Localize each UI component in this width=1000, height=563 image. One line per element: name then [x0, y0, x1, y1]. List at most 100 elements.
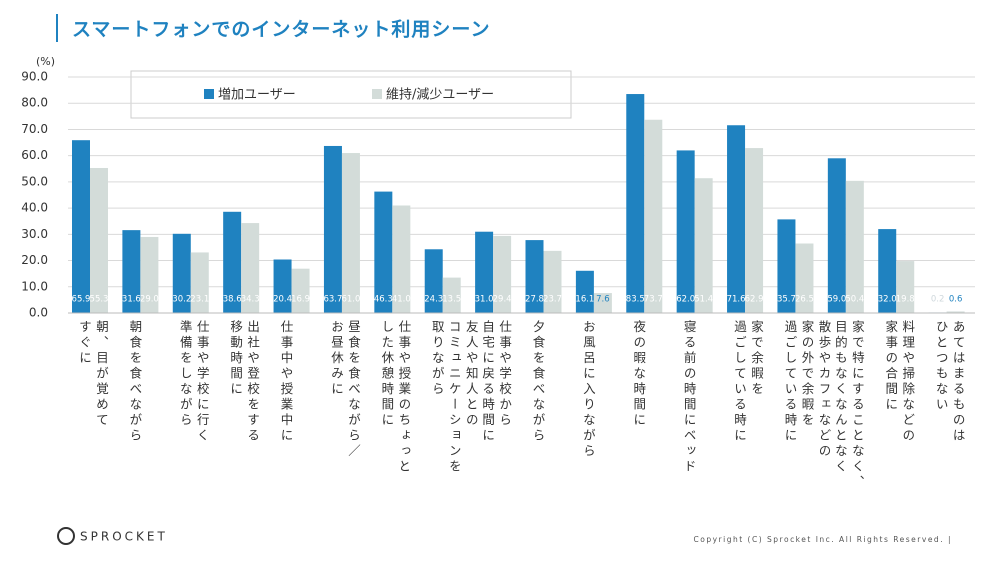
- x-tick-label: 昼食を食べながら／ お昼休みに: [328, 320, 361, 460]
- value-label: 35.7: [777, 295, 796, 305]
- x-tick-label: 朝食を食べながら: [127, 320, 143, 444]
- x-tick-label: 出社や登校をする 移動時間に: [228, 320, 261, 444]
- copyright: Copyright (C) Sprocket Inc. All Rights R…: [694, 535, 952, 544]
- bar: [896, 261, 915, 313]
- value-label: 41.0: [392, 295, 411, 305]
- bar: [291, 268, 310, 313]
- bar: [493, 235, 512, 313]
- value-label: 0.6: [949, 295, 963, 305]
- bar: [323, 145, 342, 313]
- value-label: 55.3: [90, 295, 109, 305]
- x-tick-label: 友人や知人との コミュニケーションを 取りながら: [429, 320, 479, 475]
- value-label: 46.3: [374, 295, 393, 305]
- bar: [727, 125, 746, 313]
- legend-label: 増加ユーザー: [218, 88, 296, 103]
- value-label: 13.5: [442, 295, 461, 305]
- bar: [223, 211, 242, 313]
- bar: [140, 236, 159, 313]
- y-tick-label: 90.0: [21, 70, 48, 84]
- value-label: 19.8: [896, 295, 915, 305]
- bar: [745, 148, 764, 313]
- bar: [475, 231, 494, 313]
- bar: [72, 140, 90, 313]
- logo-text: SPROCKET: [80, 530, 168, 544]
- value-label: 0.2: [931, 295, 945, 305]
- bar: [172, 233, 191, 313]
- x-tick-label: 仕事や学校から 自宅に戻る時間に: [480, 320, 513, 444]
- bar: [694, 178, 713, 313]
- value-label: 73.7: [644, 295, 663, 305]
- logo: SPROCKET: [57, 527, 168, 545]
- bar: [90, 167, 108, 313]
- x-tick-label: 夜の暇な時間に: [631, 320, 647, 429]
- value-label: 26.5: [795, 295, 814, 305]
- value-label: 34.3: [241, 295, 260, 305]
- y-tick-label: 80.0: [21, 96, 48, 110]
- x-tick-label: 寝る前の時間にベッド: [681, 320, 697, 475]
- title: スマートフォンでのインターネット利用シーン: [72, 19, 490, 41]
- value-label: 50.4: [845, 295, 864, 305]
- bar: [341, 153, 360, 313]
- bar: [374, 191, 393, 313]
- value-label: 83.5: [626, 295, 645, 305]
- value-label: 71.6: [727, 295, 746, 305]
- x-tick-label: 仕事中や授業中に: [278, 320, 294, 444]
- value-label: 31.6: [122, 295, 141, 305]
- bar: [392, 205, 411, 313]
- y-tick-label: 60.0: [21, 148, 48, 162]
- x-tick-label: 朝、目が覚めて すぐに: [77, 320, 109, 429]
- legend-swatch: [204, 89, 214, 99]
- bar: [878, 229, 897, 313]
- bar: [845, 180, 864, 313]
- value-label: 63.7: [323, 295, 342, 305]
- x-tick-label: 散歩やカフェなどの 家の外で余暇を 過ごしている時に: [782, 320, 832, 460]
- bar: [575, 270, 594, 313]
- legend-box: [130, 70, 572, 119]
- y-tick-label: 40.0: [21, 201, 48, 215]
- value-label: 29.0: [140, 295, 159, 305]
- bar: [827, 158, 846, 313]
- bar: [626, 94, 645, 314]
- x-tick-label: お風呂に入りながら: [580, 320, 596, 460]
- bar: [525, 240, 544, 313]
- bar: [442, 277, 461, 313]
- bar: [946, 311, 965, 313]
- bar: [593, 293, 612, 313]
- value-label: 31.0: [475, 295, 494, 305]
- x-tick-label: 仕事や授業のちょっと した休憩時間に: [379, 320, 412, 475]
- x-tick-label: あてはまるものは ひとつもない: [933, 320, 966, 444]
- bar: [273, 259, 292, 313]
- x-tick-label: 夕食を食べながら: [530, 320, 546, 444]
- value-label: 24.3: [424, 295, 443, 305]
- bar: [190, 252, 209, 313]
- y-tick-label: 30.0: [21, 227, 48, 241]
- x-tick-label: 家で特にすることなく、 目的もなくなんとなく: [832, 320, 865, 491]
- legend-swatch: [372, 89, 382, 99]
- value-label: 23.1: [190, 295, 209, 305]
- value-label: 65.9: [72, 295, 91, 305]
- bar: [543, 250, 562, 313]
- y-tick-label: 10.0: [21, 279, 48, 293]
- y-tick-label: 50.0: [21, 174, 48, 188]
- x-tick-label: 家で余暇を 過ごしている時に: [732, 320, 765, 444]
- bar: [676, 150, 695, 313]
- value-label: 62.0: [676, 295, 695, 305]
- bar: [644, 119, 663, 314]
- value-label: 51.4: [694, 295, 713, 305]
- legend-label: 維持/減少ユーザー: [386, 87, 494, 103]
- x-tick-label: 料理や掃除などの 家事の合間に: [883, 320, 916, 444]
- value-label: 38.6: [223, 295, 242, 305]
- y-tick-label: 0.0: [29, 306, 48, 320]
- bar: [241, 223, 260, 313]
- bar: [424, 249, 443, 313]
- value-label: 20.4: [273, 295, 292, 305]
- value-label: 27.8: [525, 295, 544, 305]
- value-label: 32.0: [878, 295, 897, 305]
- value-label: 29.4: [493, 295, 512, 305]
- value-label: 23.7: [543, 295, 562, 305]
- value-label: 16.9: [291, 295, 310, 305]
- bar: [795, 243, 814, 313]
- value-label: 7.6: [596, 295, 610, 305]
